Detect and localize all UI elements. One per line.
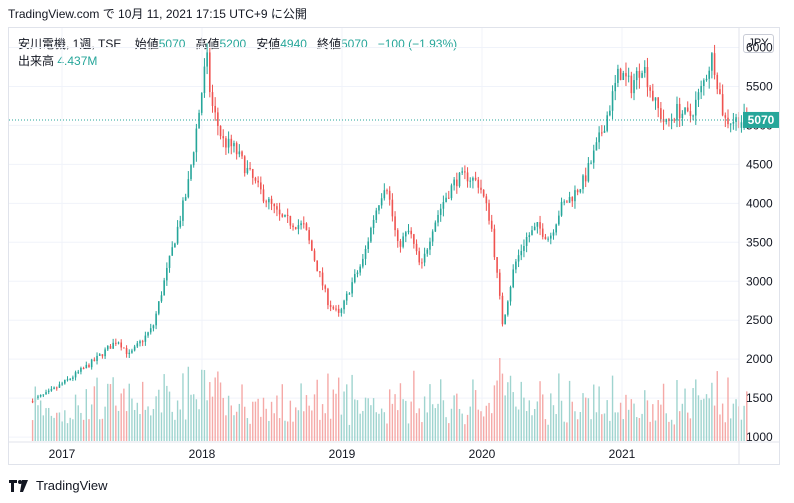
currency-button[interactable]: JPY xyxy=(743,34,774,53)
volume-value: 4.437M xyxy=(57,54,98,68)
brand-name: TradingView xyxy=(36,478,108,493)
volume-legend: 出来高 4.437M xyxy=(18,52,97,69)
low-value: 4940 xyxy=(280,37,307,51)
chart-frame xyxy=(8,27,780,465)
footer-brand[interactable]: TradingView xyxy=(8,478,108,493)
change-value: −100 (−1.93%) xyxy=(377,37,458,51)
tradingview-logo-icon xyxy=(9,479,28,492)
low-label: 安値 xyxy=(256,37,281,51)
open-value: 5070 xyxy=(158,37,186,51)
high-label: 高値 xyxy=(195,37,220,51)
volume-label: 出来高 xyxy=(18,54,55,68)
open-label: 始値 xyxy=(134,37,159,51)
close-value: 5070 xyxy=(340,37,368,51)
close-label: 終値 xyxy=(316,37,341,51)
symbol-label: 安川電機, 1週, TSE xyxy=(18,37,122,51)
publish-info: TradingView.com で 10月 11, 2021 17:15 UTC… xyxy=(8,7,307,21)
ohlc-legend: 安川電機, 1週, TSE 始値5070 高値5200 安値4940 終値507… xyxy=(18,35,457,52)
high-value: 5200 xyxy=(219,37,247,51)
